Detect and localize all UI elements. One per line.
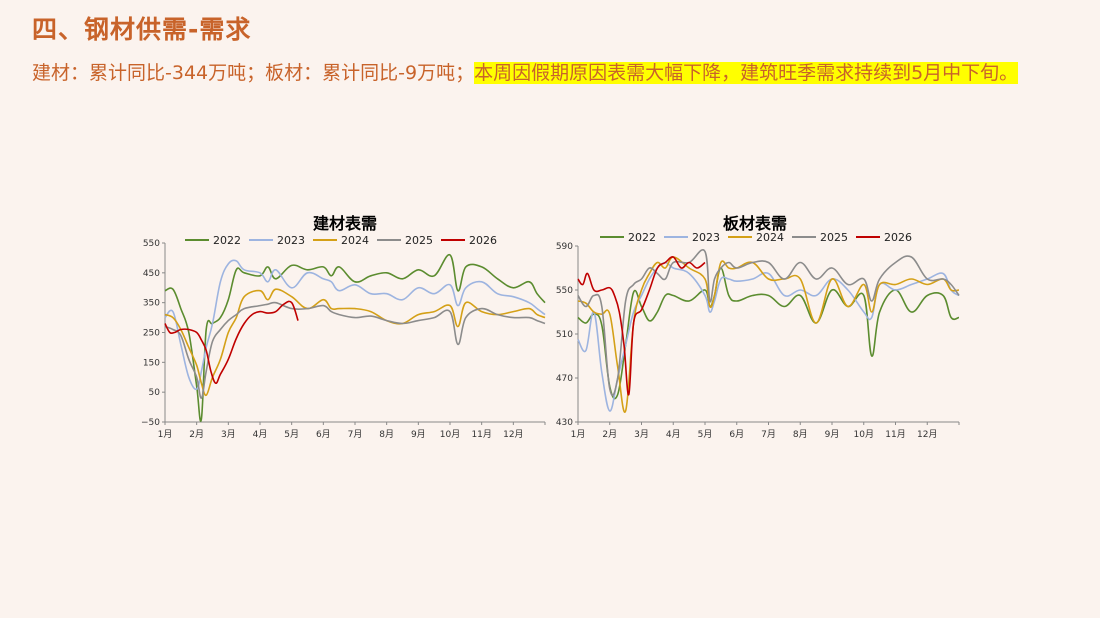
series-line-2025 bbox=[577, 249, 960, 397]
legend-item-2025: 2025 bbox=[377, 234, 433, 247]
x-tick-label: 10月 bbox=[440, 429, 460, 440]
series-line-2023 bbox=[577, 261, 960, 412]
summary-text: 建材：累计同比-344万吨；板材：累计同比-9万吨；本周因假期原因表需大幅下降，… bbox=[32, 60, 1072, 87]
series-line-2023 bbox=[164, 259, 546, 391]
x-tick-label: 3月 bbox=[634, 429, 649, 440]
x-tick-label: 6月 bbox=[729, 429, 744, 440]
slide-title: 四、钢材供需-需求 bbox=[32, 15, 252, 44]
x-tick-label: 9月 bbox=[411, 429, 426, 440]
y-tick-label: 150 bbox=[143, 358, 160, 368]
legend-item-2026: 2026 bbox=[441, 234, 497, 247]
legend-item-2025: 2025 bbox=[792, 231, 848, 244]
chart-title: 板材表需 bbox=[723, 214, 787, 233]
x-tick-label: 5月 bbox=[284, 429, 299, 440]
legend-label: 2023 bbox=[277, 234, 305, 247]
x-tick-label: 12月 bbox=[503, 429, 523, 440]
legend-item-2023: 2023 bbox=[664, 231, 720, 244]
series-line-2024 bbox=[164, 288, 546, 397]
legend-label: 2025 bbox=[820, 231, 848, 244]
chart-plate-demand: 板材表需 2022 2023 2024 2025 2026 430 470 510 550 590 1… bbox=[556, 214, 960, 440]
legend-item-2024: 2024 bbox=[728, 231, 784, 244]
x-tick-label: 5月 bbox=[698, 429, 713, 440]
legend-item-2022: 2022 bbox=[600, 231, 656, 244]
series-line-2026 bbox=[164, 300, 299, 385]
series-line-2024 bbox=[577, 256, 960, 413]
series-line-2026 bbox=[577, 256, 706, 396]
y-tick-label: 250 bbox=[143, 329, 160, 339]
x-tick-label: 4月 bbox=[666, 429, 681, 440]
series-line-2022 bbox=[577, 267, 960, 400]
x-tick-label: 4月 bbox=[253, 429, 268, 440]
series-line-2022 bbox=[164, 254, 546, 422]
legend-item-2024: 2024 bbox=[313, 234, 369, 247]
chart-title: 建材表需 bbox=[313, 214, 377, 233]
x-tick-label: 7月 bbox=[348, 429, 363, 440]
legend-label: 2026 bbox=[884, 231, 912, 244]
y-tick-label: 50 bbox=[149, 388, 161, 398]
x-tick-label: 11月 bbox=[471, 429, 491, 440]
y-tick-label: 350 bbox=[143, 299, 160, 309]
x-tick-label: 7月 bbox=[761, 429, 776, 440]
legend-item-2023: 2023 bbox=[249, 234, 305, 247]
y-tick-label: 550 bbox=[556, 286, 573, 296]
y-tick-label: 510 bbox=[556, 330, 573, 340]
legend-label: 2024 bbox=[756, 231, 784, 244]
y-tick-label: 470 bbox=[556, 374, 573, 384]
legend-label: 2022 bbox=[213, 234, 241, 247]
y-tick-label: 450 bbox=[143, 269, 160, 279]
y-tick-label: −50 bbox=[141, 418, 160, 428]
y-tick-label: 590 bbox=[556, 242, 573, 252]
summary-highlight: 本周因假期原因表需大幅下降，建筑旺季需求持续到5月中下旬。 bbox=[474, 62, 1019, 84]
legend-label: 2024 bbox=[341, 234, 369, 247]
x-tick-label: 11月 bbox=[885, 429, 905, 440]
legend-item-2026: 2026 bbox=[856, 231, 912, 244]
x-tick-label: 2月 bbox=[602, 429, 617, 440]
x-tick-label: 8月 bbox=[793, 429, 808, 440]
legend-item-2022: 2022 bbox=[185, 234, 241, 247]
summary-plain: 建材：累计同比-344万吨；板材：累计同比-9万吨； bbox=[32, 62, 475, 84]
chart-construction-demand: 建材表需 2022 2023 2024 2025 2026 −50 50 150 250 350 45… bbox=[141, 214, 546, 440]
x-tick-label: 1月 bbox=[571, 429, 586, 440]
x-tick-label: 6月 bbox=[316, 429, 331, 440]
y-tick-label: 430 bbox=[556, 418, 573, 428]
x-tick-label: 9月 bbox=[825, 429, 840, 440]
x-tick-label: 8月 bbox=[379, 429, 394, 440]
x-tick-label: 3月 bbox=[221, 429, 236, 440]
legend-label: 2026 bbox=[469, 234, 497, 247]
legend-label: 2025 bbox=[405, 234, 433, 247]
x-tick-label: 1月 bbox=[158, 429, 173, 440]
legend-label: 2022 bbox=[628, 231, 656, 244]
x-tick-label: 12月 bbox=[917, 429, 937, 440]
y-tick-label: 550 bbox=[143, 239, 160, 249]
x-tick-label: 2月 bbox=[189, 429, 204, 440]
legend-label: 2023 bbox=[692, 231, 720, 244]
series-line-2025 bbox=[164, 301, 546, 399]
x-tick-label: 10月 bbox=[854, 429, 874, 440]
